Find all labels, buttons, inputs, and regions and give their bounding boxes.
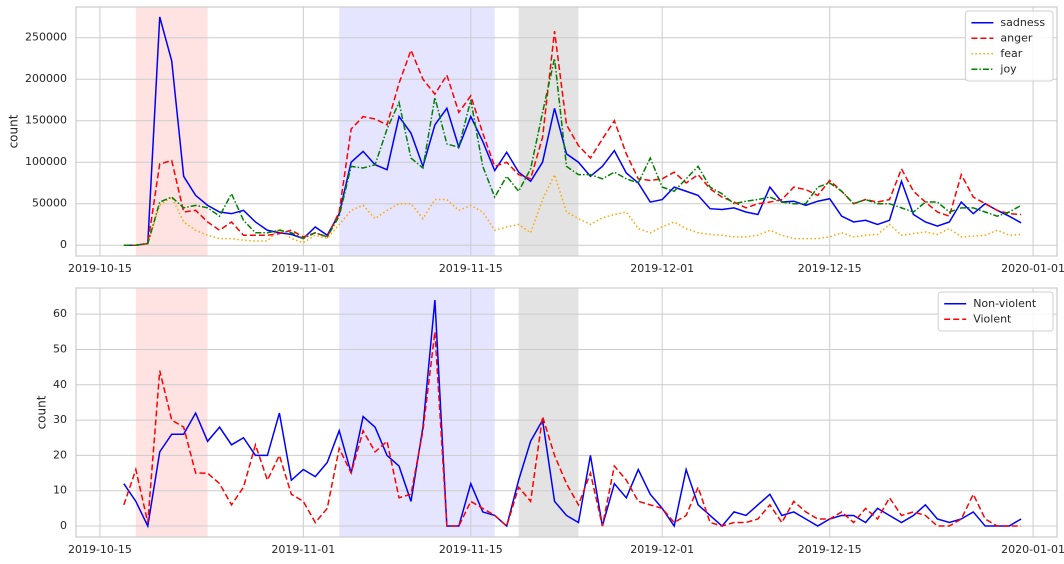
- x-tick-label: 2019-10-15: [68, 262, 132, 275]
- highlight-span: [135, 7, 208, 256]
- x-tick-label: 2019-11-01: [271, 543, 335, 556]
- series-line: [123, 331, 1022, 528]
- y-tick-label: 30: [53, 413, 67, 426]
- highlight-span: [339, 7, 495, 256]
- legend: sadness anger fear joy: [964, 10, 1054, 82]
- y-tick-label: 150000: [25, 114, 67, 127]
- series-line: [123, 58, 1022, 246]
- legend-box: [964, 10, 1054, 82]
- x-tick-label: 2019-12-01: [630, 262, 694, 275]
- series-line: [123, 16, 1022, 246]
- x-tick-label: 2020-01-01: [1001, 543, 1064, 556]
- legend-label: anger: [1000, 31, 1032, 44]
- series-line: [123, 299, 1022, 529]
- plot-frame: [75, 287, 1058, 538]
- legend-label: joy: [999, 62, 1017, 75]
- x-tick-label: 2019-12-15: [798, 262, 862, 275]
- y-tick-label: 100000: [25, 155, 67, 168]
- x-tick-label: 2019-12-01: [630, 543, 694, 556]
- y-tick-label: 250000: [25, 31, 67, 44]
- y-tick-label: 0: [60, 238, 67, 251]
- y-tick-label: 20: [53, 448, 67, 461]
- y-tick-label: 50: [53, 342, 67, 355]
- y-tick-label: 40: [53, 378, 67, 391]
- x-tick-label: 2019-11-15: [439, 262, 503, 275]
- y-axis-label: count: [7, 114, 21, 148]
- y-tick-label: 10: [53, 484, 67, 497]
- legend-label: fear: [1000, 47, 1022, 60]
- y-axis-label: count: [35, 395, 49, 429]
- x-tick-label: 2019-10-15: [68, 543, 132, 556]
- legend-label: Violent: [973, 312, 1012, 325]
- legend-label: Non-violent: [973, 297, 1037, 310]
- highlight-span: [135, 288, 208, 537]
- x-tick-label: 2019-11-01: [271, 262, 335, 275]
- y-tick-label: 60: [53, 307, 67, 320]
- legend-box: [937, 291, 1054, 332]
- y-tick-label: 200000: [25, 72, 67, 85]
- series-line: [123, 172, 1022, 246]
- y-tick-label: 50000: [32, 197, 67, 210]
- highlight-span: [339, 288, 495, 537]
- highlight-span: [518, 288, 579, 537]
- y-tick-label: 0: [60, 519, 67, 532]
- legend-label: sadness: [1000, 16, 1045, 29]
- legend: Non-violent Violent: [937, 291, 1054, 332]
- series-line: [123, 30, 1022, 246]
- x-tick-label: 2019-12-15: [798, 543, 862, 556]
- plot-frame: [75, 6, 1058, 257]
- x-tick-label: 2020-01-01: [1001, 262, 1064, 275]
- highlight-span: [518, 7, 579, 256]
- x-tick-label: 2019-11-15: [439, 543, 503, 556]
